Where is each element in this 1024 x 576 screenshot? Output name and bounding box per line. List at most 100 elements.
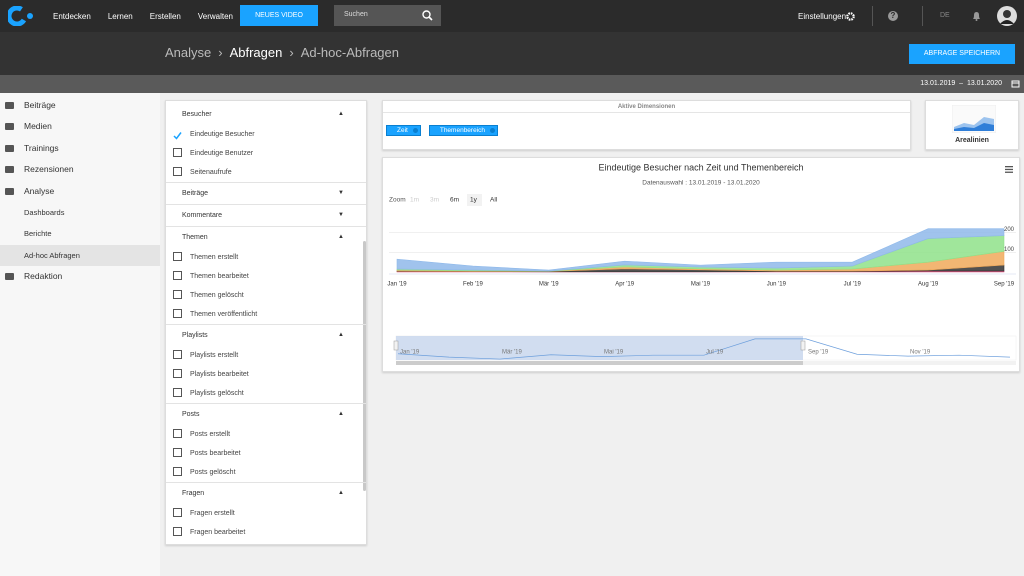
- language-select[interactable]: DE: [940, 12, 950, 19]
- logo[interactable]: [8, 6, 38, 26]
- filter-section-header[interactable]: Beiträge ▼: [166, 182, 366, 204]
- help-icon[interactable]: ?: [888, 11, 898, 21]
- navigator-label: Nov '19: [910, 350, 931, 356]
- checkbox: [173, 467, 182, 476]
- sidebar-item[interactable]: Redaktion: [0, 266, 160, 287]
- sidebar-subitem[interactable]: Berichte: [0, 223, 160, 244]
- sidebar-label: Redaktion: [24, 271, 63, 282]
- nav-link[interactable]: Entdecken: [53, 12, 91, 21]
- sidebar-item[interactable]: Trainings: [0, 138, 160, 159]
- save-button[interactable]: ABFRAGE SPEICHERN: [909, 44, 1015, 64]
- checkbox: [173, 290, 182, 299]
- chart-type-thumbnail: [952, 105, 996, 133]
- breadcrumb-item[interactable]: Abfragen: [229, 45, 283, 60]
- sidebar-item[interactable]: Analyse: [0, 181, 160, 202]
- filter-section-header[interactable]: Fragen ▲: [166, 482, 366, 504]
- sidebar-item[interactable]: Medien: [0, 116, 160, 137]
- breadcrumb-item[interactable]: Ad-hoc-Abfragen: [300, 45, 399, 60]
- navigator-handle[interactable]: [393, 340, 399, 351]
- filter-section-header[interactable]: Themen ▲: [166, 226, 366, 248]
- breadcrumb-bar: Analyse › Abfragen › Ad-hoc-Abfragen ABFRAGE…: [0, 32, 1024, 75]
- toggle-caret: ▲: [338, 332, 344, 338]
- sidebar-item[interactable]: Beiträge: [0, 95, 160, 116]
- filter-option[interactable]: Posts gelöscht: [166, 463, 366, 482]
- navigator-handle[interactable]: [800, 340, 806, 351]
- y-tick-label: 200: [1004, 227, 1015, 233]
- filter-option[interactable]: Fragen erstellt: [166, 504, 366, 523]
- x-tick-label: Apr '19: [615, 282, 634, 288]
- filter-option[interactable]: Eindeutige Besucher: [166, 125, 366, 144]
- x-tick-label: Mai '19: [691, 282, 711, 288]
- filter-option-label: Posts bearbeitet: [190, 450, 241, 457]
- filter-option[interactable]: Themen veröffentlicht: [166, 305, 366, 324]
- filter-option[interactable]: Playlists bearbeitet: [166, 365, 366, 384]
- menu-icon[interactable]: [1005, 166, 1013, 173]
- breadcrumb: Analyse › Abfragen › Ad-hoc-Abfragen: [165, 45, 399, 60]
- zoom-button[interactable]: 3m: [430, 197, 439, 204]
- filter-option[interactable]: Posts erstellt: [166, 425, 366, 444]
- sidebar-item[interactable]: Rezensionen: [0, 159, 160, 180]
- filter-option-label: Playlists gelöscht: [190, 390, 244, 397]
- dimension-chips: Zeit Themenbereich: [386, 119, 506, 137]
- sidebar-icon: [5, 187, 14, 195]
- sidebar-subitem[interactable]: Ad-hoc Abfragen: [0, 244, 160, 266]
- filter-option-label: Posts erstellt: [190, 431, 231, 438]
- zoom-button[interactable]: 1y: [470, 197, 478, 204]
- x-tick-label: Aug '19: [918, 282, 939, 288]
- zoom-button[interactable]: 1m: [410, 197, 419, 204]
- bell-icon[interactable]: [972, 11, 981, 21]
- checkbox: [173, 129, 182, 140]
- filter-option[interactable]: Playlists gelöscht: [166, 384, 366, 403]
- date-range[interactable]: 13.01.2019 – 13.01.2020: [920, 80, 1002, 87]
- sidebar-icon: [5, 102, 14, 109]
- filter-option-label: Playlists erstellt: [190, 352, 239, 359]
- navigator-scrollbar-thumb[interactable]: [396, 361, 803, 365]
- chart-type-card[interactable]: Arealinien: [925, 100, 1019, 150]
- filter-section-header[interactable]: Posts ▲: [166, 403, 366, 425]
- navigator-line: [397, 338, 1011, 360]
- filter-option[interactable]: Seitenaufrufe: [166, 163, 366, 182]
- breadcrumb-item[interactable]: Analyse: [165, 45, 212, 60]
- filter-option[interactable]: Themen erstellt: [166, 248, 366, 267]
- filter-section-header[interactable]: Kommentare ▼: [166, 204, 366, 226]
- filter-option-label: Themen bearbeitet: [190, 273, 249, 280]
- filter-option[interactable]: Eindeutige Benutzer: [166, 144, 366, 163]
- x-tick-label: Mär '19: [539, 282, 559, 288]
- filter-option[interactable]: Playlists erstellt: [166, 346, 366, 365]
- avatar[interactable]: [997, 6, 1017, 26]
- filter-option[interactable]: Fragen bearbeitet: [166, 523, 366, 542]
- filter-option[interactable]: Themen bearbeitet: [166, 267, 366, 286]
- chart-title: Eindeutige Besucher nach Zeit und Themen…: [599, 162, 804, 172]
- search-box[interactable]: Suchen: [334, 5, 441, 26]
- filter-section-title: Playlists: [182, 332, 208, 339]
- filter-section-title: Beiträge: [182, 190, 209, 197]
- filter-section-header[interactable]: Besucher ▲: [166, 104, 366, 125]
- filter-option[interactable]: Posts bearbeitet: [166, 444, 366, 463]
- filter-section-title: Kommentare: [182, 212, 223, 219]
- y-tick-label: 100: [1004, 247, 1015, 253]
- filter-panel: Besucher ▲ Eindeutige Besucher Eindeutige B…: [165, 100, 367, 545]
- navigator-selection[interactable]: [396, 336, 803, 360]
- nav-link[interactable]: Verwalten: [197, 12, 233, 21]
- sidebar-label: Ad-hoc Abfragen: [24, 250, 80, 260]
- sidebar-subitem[interactable]: Dashboards: [0, 202, 160, 223]
- chip-label: Zeit: [397, 127, 408, 134]
- checkbox: [173, 309, 182, 318]
- x-tick-label: Jan '19: [387, 282, 407, 288]
- settings-link[interactable]: Einstellungen: [798, 12, 847, 21]
- dimension-chip[interactable]: Zeit: [386, 125, 421, 136]
- checkbox: [173, 167, 182, 176]
- zoom-button[interactable]: 6m: [450, 197, 459, 204]
- navigator-label: Jul '19: [706, 350, 724, 356]
- nav-link[interactable]: Lernen: [107, 12, 133, 21]
- sidebar-label: Rezensionen: [24, 164, 74, 175]
- dimension-chip[interactable]: Themenbereich: [428, 125, 499, 136]
- filter-option[interactable]: Themen gelöscht: [166, 286, 366, 305]
- filter-option-label: Themen erstellt: [190, 254, 239, 261]
- zoom-button[interactable]: All: [490, 197, 498, 204]
- nav-link[interactable]: Erstellen: [149, 12, 181, 21]
- filter-section-header[interactable]: Playlists ▲: [166, 324, 366, 346]
- zoom-button-bg: [467, 194, 482, 206]
- sidebar-label: Medien: [24, 121, 52, 132]
- new-video-button[interactable]: NEUES VIDEO: [240, 5, 318, 26]
